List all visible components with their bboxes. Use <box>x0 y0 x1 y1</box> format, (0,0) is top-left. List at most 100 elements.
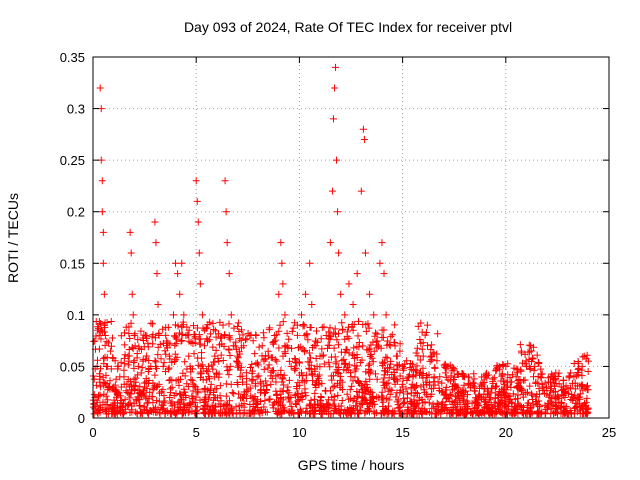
data-point <box>166 340 174 348</box>
data-point <box>583 351 591 359</box>
data-point <box>251 382 259 390</box>
data-point <box>127 249 135 257</box>
data-point <box>324 341 332 349</box>
data-point <box>455 394 463 402</box>
data-point <box>95 331 103 339</box>
data-point <box>198 311 206 319</box>
data-point <box>145 365 153 373</box>
data-point <box>269 404 277 412</box>
data-point <box>283 329 291 337</box>
data-point <box>311 389 319 397</box>
data-point <box>191 339 199 347</box>
data-point <box>120 329 128 337</box>
data-point <box>547 382 555 390</box>
data-point <box>512 373 520 381</box>
data-point <box>452 396 460 404</box>
data-point <box>490 374 498 382</box>
data-point <box>482 371 490 379</box>
data-point <box>296 381 304 389</box>
data-point <box>572 404 580 412</box>
data-point <box>365 406 373 414</box>
data-point <box>369 397 377 405</box>
data-point <box>151 357 159 365</box>
data-point <box>359 320 367 328</box>
data-point <box>231 342 239 350</box>
data-point <box>246 410 254 418</box>
data-point <box>226 410 234 418</box>
data-point <box>507 384 515 392</box>
data-point <box>418 328 426 336</box>
data-point <box>109 405 117 413</box>
data-point <box>582 399 590 407</box>
data-point <box>514 400 522 408</box>
data-point <box>193 403 201 411</box>
data-point <box>190 322 198 330</box>
data-point <box>421 408 429 416</box>
data-point <box>166 393 174 401</box>
data-point <box>194 218 202 226</box>
data-point <box>134 371 142 379</box>
data-point <box>123 380 131 388</box>
data-point <box>127 319 135 327</box>
data-point <box>410 409 418 417</box>
data-point <box>341 311 349 319</box>
data-point <box>581 384 589 392</box>
data-point <box>274 371 282 379</box>
data-point <box>262 377 270 385</box>
data-point <box>339 325 347 333</box>
data-point <box>378 239 386 247</box>
data-point <box>260 365 268 373</box>
data-point <box>411 383 419 391</box>
data-point <box>330 396 338 404</box>
data-point <box>348 382 356 390</box>
data-point <box>130 375 138 383</box>
data-point <box>227 311 235 319</box>
data-point <box>335 330 343 338</box>
data-point <box>112 375 120 383</box>
data-point <box>501 391 509 399</box>
data-point <box>354 393 362 401</box>
data-point <box>366 399 374 407</box>
data-point <box>269 340 277 348</box>
data-point <box>419 364 427 372</box>
data-point <box>493 407 501 415</box>
data-point <box>222 408 230 416</box>
data-point <box>536 390 544 398</box>
data-point <box>391 321 399 329</box>
data-point <box>497 377 505 385</box>
data-point <box>310 395 318 403</box>
data-point <box>143 385 151 393</box>
data-point <box>297 393 305 401</box>
data-point <box>413 344 421 352</box>
data-point <box>284 383 292 391</box>
data-point <box>246 364 254 372</box>
data-point <box>404 373 412 381</box>
data-point <box>277 366 285 374</box>
data-point <box>209 365 217 373</box>
data-point <box>535 397 543 405</box>
data-point <box>333 156 341 164</box>
data-point <box>534 379 542 387</box>
data-point <box>235 348 243 356</box>
data-point <box>335 402 343 410</box>
data-point <box>248 377 256 385</box>
data-point <box>479 408 487 416</box>
data-point <box>129 311 137 319</box>
data-point <box>234 323 242 331</box>
data-point <box>129 345 137 353</box>
data-point <box>475 393 483 401</box>
data-point <box>428 341 436 349</box>
data-point <box>528 358 536 366</box>
data-point <box>279 280 287 288</box>
data-point <box>417 319 425 327</box>
data-point <box>399 400 407 408</box>
data-point <box>200 342 208 350</box>
data-point <box>342 409 350 417</box>
data-point <box>396 386 404 394</box>
data-point <box>281 406 289 414</box>
data-point <box>216 382 224 390</box>
data-point <box>392 393 400 401</box>
data-point <box>280 381 288 389</box>
data-point <box>250 397 258 405</box>
data-point <box>181 372 189 380</box>
